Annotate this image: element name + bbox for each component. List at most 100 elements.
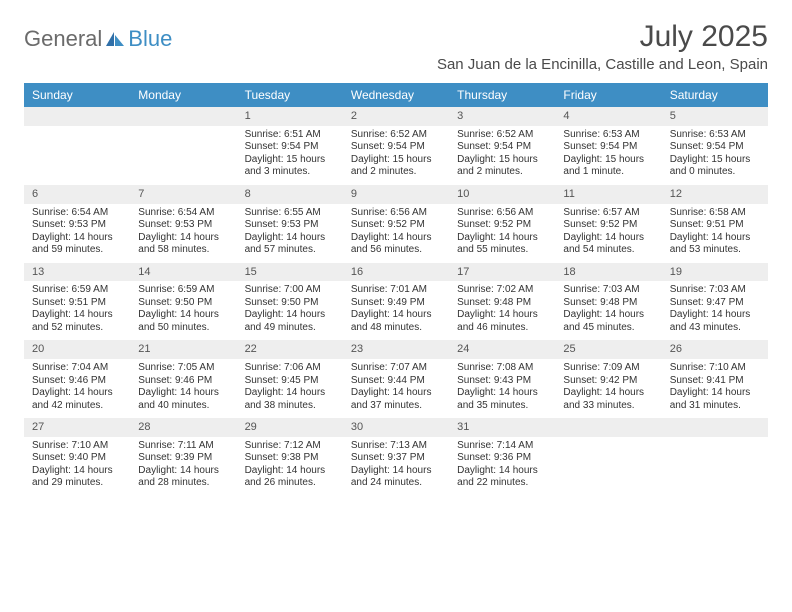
- daylight-text: Daylight: 14 hours and 45 minutes.: [563, 309, 653, 334]
- day-cell: 13Sunrise: 6:59 AMSunset: 9:51 PMDayligh…: [24, 263, 130, 341]
- daylight-text: Daylight: 14 hours and 22 minutes.: [457, 465, 547, 490]
- sunrise-text: Sunrise: 7:08 AM: [457, 362, 547, 375]
- day-body: Sunrise: 7:02 AMSunset: 9:48 PMDaylight:…: [449, 281, 555, 340]
- day-number: 22: [237, 340, 343, 359]
- sunrise-text: Sunrise: 7:06 AM: [245, 362, 335, 375]
- brand-part1: General: [24, 26, 102, 52]
- daylight-text: Daylight: 14 hours and 46 minutes.: [457, 309, 547, 334]
- day-cell: 17Sunrise: 7:02 AMSunset: 9:48 PMDayligh…: [449, 263, 555, 341]
- day-number: 20: [24, 340, 130, 359]
- day-body: Sunrise: 6:57 AMSunset: 9:52 PMDaylight:…: [555, 204, 661, 263]
- day-number: 30: [343, 418, 449, 437]
- sunrise-text: Sunrise: 6:54 AM: [32, 207, 122, 220]
- sunset-text: Sunset: 9:49 PM: [351, 297, 441, 310]
- day-number: 11: [555, 185, 661, 204]
- day-cell: 7Sunrise: 6:54 AMSunset: 9:53 PMDaylight…: [130, 185, 236, 263]
- daylight-text: Daylight: 14 hours and 52 minutes.: [32, 309, 122, 334]
- day-cell: 11Sunrise: 6:57 AMSunset: 9:52 PMDayligh…: [555, 185, 661, 263]
- sunset-text: Sunset: 9:51 PM: [32, 297, 122, 310]
- day-body: Sunrise: 6:59 AMSunset: 9:50 PMDaylight:…: [130, 281, 236, 340]
- day-body: Sunrise: 6:53 AMSunset: 9:54 PMDaylight:…: [555, 126, 661, 185]
- daylight-text: Daylight: 14 hours and 49 minutes.: [245, 309, 335, 334]
- day-number: 6: [24, 185, 130, 204]
- day-cell: 29Sunrise: 7:12 AMSunset: 9:38 PMDayligh…: [237, 418, 343, 496]
- sunrise-text: Sunrise: 6:59 AM: [138, 284, 228, 297]
- day-body: Sunrise: 7:03 AMSunset: 9:48 PMDaylight:…: [555, 281, 661, 340]
- day-number: [130, 107, 236, 126]
- day-number: 15: [237, 263, 343, 282]
- day-cell: 9Sunrise: 6:56 AMSunset: 9:52 PMDaylight…: [343, 185, 449, 263]
- sunset-text: Sunset: 9:51 PM: [670, 219, 760, 232]
- day-body: Sunrise: 7:14 AMSunset: 9:36 PMDaylight:…: [449, 437, 555, 496]
- day-body: Sunrise: 7:11 AMSunset: 9:39 PMDaylight:…: [130, 437, 236, 496]
- sunrise-text: Sunrise: 6:56 AM: [457, 207, 547, 220]
- daylight-text: Daylight: 15 hours and 0 minutes.: [670, 154, 760, 179]
- day-cell: 5Sunrise: 6:53 AMSunset: 9:54 PMDaylight…: [662, 107, 768, 185]
- day-cell: 26Sunrise: 7:10 AMSunset: 9:41 PMDayligh…: [662, 340, 768, 418]
- sunrise-text: Sunrise: 7:14 AM: [457, 440, 547, 453]
- day-body: Sunrise: 7:01 AMSunset: 9:49 PMDaylight:…: [343, 281, 449, 340]
- weekday-header-row: SundayMondayTuesdayWednesdayThursdayFrid…: [24, 83, 768, 107]
- weekday-header-cell: Sunday: [24, 83, 130, 107]
- daylight-text: Daylight: 14 hours and 26 minutes.: [245, 465, 335, 490]
- day-number: 23: [343, 340, 449, 359]
- daylight-text: Daylight: 14 hours and 31 minutes.: [670, 387, 760, 412]
- sunrise-text: Sunrise: 6:56 AM: [351, 207, 441, 220]
- day-cell: [130, 107, 236, 185]
- day-body: Sunrise: 6:51 AMSunset: 9:54 PMDaylight:…: [237, 126, 343, 185]
- day-body: Sunrise: 6:59 AMSunset: 9:51 PMDaylight:…: [24, 281, 130, 340]
- day-cell: 20Sunrise: 7:04 AMSunset: 9:46 PMDayligh…: [24, 340, 130, 418]
- daylight-text: Daylight: 14 hours and 24 minutes.: [351, 465, 441, 490]
- week-row: 20Sunrise: 7:04 AMSunset: 9:46 PMDayligh…: [24, 340, 768, 418]
- day-number: 16: [343, 263, 449, 282]
- sunrise-text: Sunrise: 6:54 AM: [138, 207, 228, 220]
- day-number: 18: [555, 263, 661, 282]
- sunrise-text: Sunrise: 7:05 AM: [138, 362, 228, 375]
- daylight-text: Daylight: 15 hours and 2 minutes.: [457, 154, 547, 179]
- sunset-text: Sunset: 9:36 PM: [457, 452, 547, 465]
- sunrise-text: Sunrise: 7:11 AM: [138, 440, 228, 453]
- day-body: [24, 126, 130, 184]
- week-row: 6Sunrise: 6:54 AMSunset: 9:53 PMDaylight…: [24, 185, 768, 263]
- daylight-text: Daylight: 14 hours and 50 minutes.: [138, 309, 228, 334]
- sunrise-text: Sunrise: 7:03 AM: [563, 284, 653, 297]
- day-cell: 31Sunrise: 7:14 AMSunset: 9:36 PMDayligh…: [449, 418, 555, 496]
- day-cell: 22Sunrise: 7:06 AMSunset: 9:45 PMDayligh…: [237, 340, 343, 418]
- day-cell: 2Sunrise: 6:52 AMSunset: 9:54 PMDaylight…: [343, 107, 449, 185]
- daylight-text: Daylight: 14 hours and 38 minutes.: [245, 387, 335, 412]
- daylight-text: Daylight: 14 hours and 43 minutes.: [670, 309, 760, 334]
- weeks-container: 1Sunrise: 6:51 AMSunset: 9:54 PMDaylight…: [24, 107, 768, 496]
- sunset-text: Sunset: 9:50 PM: [138, 297, 228, 310]
- day-cell: [662, 418, 768, 496]
- sunrise-text: Sunrise: 6:53 AM: [670, 129, 760, 142]
- sunset-text: Sunset: 9:52 PM: [351, 219, 441, 232]
- day-number: 8: [237, 185, 343, 204]
- day-cell: 6Sunrise: 6:54 AMSunset: 9:53 PMDaylight…: [24, 185, 130, 263]
- daylight-text: Daylight: 14 hours and 40 minutes.: [138, 387, 228, 412]
- sunrise-text: Sunrise: 7:02 AM: [457, 284, 547, 297]
- day-number: 3: [449, 107, 555, 126]
- day-body: Sunrise: 7:05 AMSunset: 9:46 PMDaylight:…: [130, 359, 236, 418]
- day-number: 27: [24, 418, 130, 437]
- weekday-header-cell: Wednesday: [343, 83, 449, 107]
- daylight-text: Daylight: 14 hours and 58 minutes.: [138, 232, 228, 257]
- daylight-text: Daylight: 15 hours and 3 minutes.: [245, 154, 335, 179]
- location-subtitle: San Juan de la Encinilla, Castille and L…: [437, 56, 768, 73]
- day-number: 19: [662, 263, 768, 282]
- day-number: 2: [343, 107, 449, 126]
- day-body: Sunrise: 7:04 AMSunset: 9:46 PMDaylight:…: [24, 359, 130, 418]
- day-body: Sunrise: 7:13 AMSunset: 9:37 PMDaylight:…: [343, 437, 449, 496]
- sunset-text: Sunset: 9:54 PM: [563, 141, 653, 154]
- day-cell: 30Sunrise: 7:13 AMSunset: 9:37 PMDayligh…: [343, 418, 449, 496]
- day-cell: 24Sunrise: 7:08 AMSunset: 9:43 PMDayligh…: [449, 340, 555, 418]
- day-number: 1: [237, 107, 343, 126]
- sunrise-text: Sunrise: 7:01 AM: [351, 284, 441, 297]
- day-cell: 19Sunrise: 7:03 AMSunset: 9:47 PMDayligh…: [662, 263, 768, 341]
- sunset-text: Sunset: 9:53 PM: [138, 219, 228, 232]
- daylight-text: Daylight: 14 hours and 59 minutes.: [32, 232, 122, 257]
- sunrise-text: Sunrise: 6:55 AM: [245, 207, 335, 220]
- sunset-text: Sunset: 9:38 PM: [245, 452, 335, 465]
- sunrise-text: Sunrise: 6:52 AM: [351, 129, 441, 142]
- sunrise-text: Sunrise: 6:58 AM: [670, 207, 760, 220]
- day-number: 12: [662, 185, 768, 204]
